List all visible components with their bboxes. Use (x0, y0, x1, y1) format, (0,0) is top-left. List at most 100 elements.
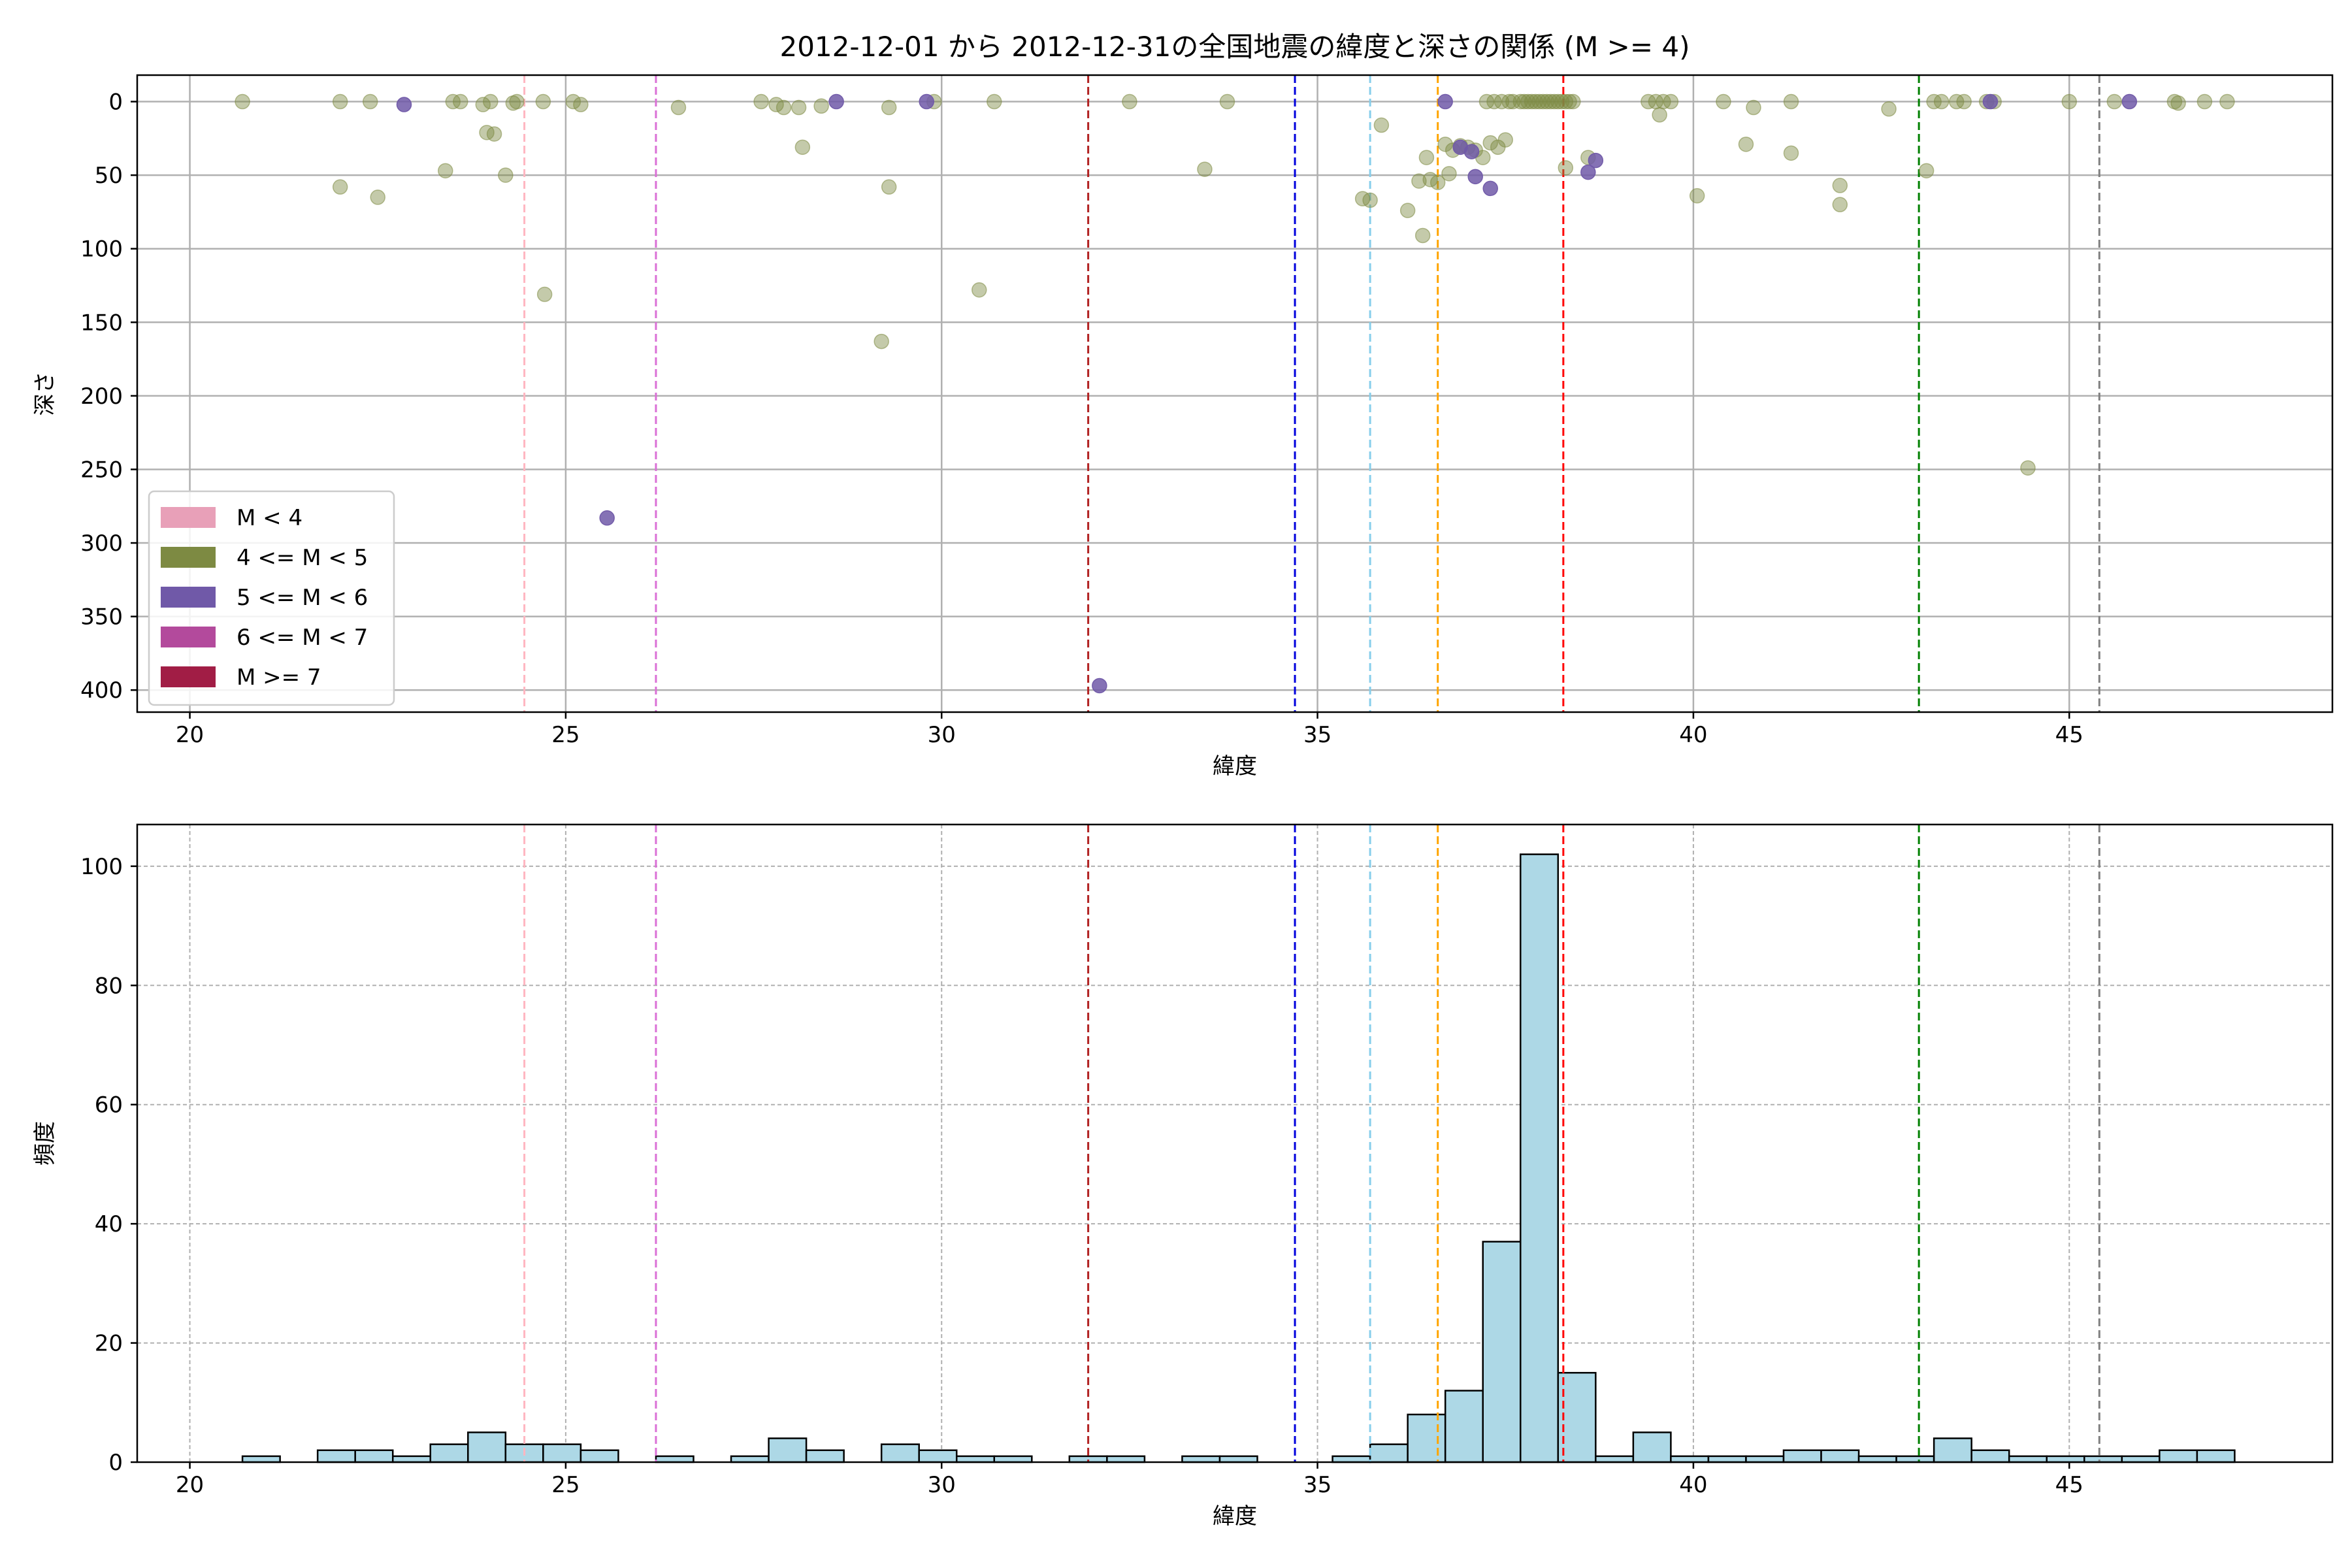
scatter-point (919, 93, 934, 110)
histogram-bar (993, 1455, 1033, 1463)
scatter-ytick-label: 400 (80, 678, 123, 704)
legend-swatch (161, 666, 216, 687)
scatter-point (438, 163, 453, 179)
scatter-xtick-label: 35 (1303, 722, 1331, 748)
scatter-point (1783, 93, 1799, 110)
scatter-point (1467, 169, 1483, 185)
scatter-point (1414, 227, 1431, 244)
scatter-point (1197, 161, 1213, 177)
scatter-point (2061, 93, 2078, 110)
scatter-point (1933, 93, 1950, 110)
hist-xtick-label: 20 (176, 1472, 204, 1498)
scatter-point (1399, 203, 1416, 218)
scatter-point (874, 333, 889, 350)
histogram-bar (1857, 1455, 1897, 1463)
histogram-bar (580, 1449, 619, 1463)
scatter-point (2020, 460, 2036, 476)
scatter-point (1482, 135, 1498, 151)
histogram-bar (768, 1437, 808, 1463)
histogram-bar (2008, 1455, 2048, 1463)
histogram-bar (918, 1449, 958, 1463)
scatter-point (1497, 132, 1513, 148)
scatter-point (1652, 107, 1667, 123)
histogram-bar (1595, 1455, 1635, 1463)
legend-swatch (161, 587, 216, 608)
scatter-point (1219, 93, 1235, 110)
histogram-bar (1933, 1437, 1972, 1463)
hist-ytick-label: 20 (95, 1331, 123, 1357)
histogram-bar (955, 1455, 996, 1463)
scatter-xtick-label: 45 (2055, 722, 2083, 748)
histogram-bar (316, 1449, 356, 1463)
histogram-bar (1707, 1455, 1747, 1463)
scatter-legend: M < 4 4 <= M < 5 5 <= M < 6 6 <= M < 7 M >= … (148, 490, 395, 706)
scatter-point (332, 93, 348, 110)
scatter-point (536, 286, 553, 302)
scatter-panel: 20 25 30 35 40 45 0 50 100 150 200 250 300 350 400 緯度 深さ… (32, 74, 2334, 779)
hist-frame (136, 823, 2334, 1463)
scatter-point (753, 93, 769, 110)
scatter-xtick-label: 40 (1679, 722, 1707, 748)
scatter-point (1092, 678, 1107, 694)
histogram-bar (467, 1431, 507, 1463)
scatter-point (1561, 93, 1577, 110)
scatter-yaxis-label: 深さ (32, 372, 58, 416)
hist-yaxis-label: 頻度 (32, 1121, 58, 1166)
scatter-point (1918, 163, 1935, 179)
histogram-bar (1632, 1431, 1672, 1463)
scatter-point (1501, 93, 1517, 110)
scatter-ytick-label: 300 (80, 531, 123, 557)
histogram-bar (1444, 1390, 1484, 1463)
scatter-point (670, 99, 687, 116)
scatter-point (235, 93, 250, 110)
scatter-point (1716, 93, 1731, 110)
legend-swatch (161, 507, 216, 528)
legend-frame (148, 490, 395, 706)
scatter-point (794, 139, 811, 155)
histogram-bar (1181, 1455, 1221, 1463)
histogram-bar (1331, 1455, 1371, 1463)
hist-xtick-label: 35 (1303, 1472, 1331, 1498)
scatter-point (509, 93, 525, 110)
scatter-xaxis-label: 緯度 (1213, 753, 1257, 779)
scatter-point (2219, 93, 2235, 110)
histogram-bar (1970, 1449, 2010, 1463)
scatter-ytick-label: 50 (95, 163, 123, 189)
scatter-xtick-label: 20 (176, 722, 204, 748)
chart-title: 2012-12-01 から 2012-12-31の全国地震の緯度と深さの関係 (… (779, 31, 1690, 63)
hist-xtick-label: 25 (551, 1472, 580, 1498)
histogram-bar (241, 1455, 281, 1463)
scatter-point (2121, 93, 2138, 110)
histogram-bar (1482, 1241, 1522, 1463)
hist-xaxis-label: 緯度 (1213, 1503, 1257, 1529)
scatter-point (881, 99, 897, 116)
histogram-bar (2046, 1455, 2085, 1463)
scatter-point (2106, 93, 2123, 110)
scatter-point (486, 126, 502, 142)
histogram-bar (2121, 1455, 2161, 1463)
histogram-bar (880, 1443, 920, 1463)
scatter-ytick-label: 200 (80, 384, 123, 410)
histogram-bar (2159, 1449, 2198, 1463)
scatter-point (791, 99, 807, 116)
scatter-point (1411, 173, 1427, 189)
legend-label: 5 <= M < 6 (237, 585, 368, 611)
histogram-bar (1106, 1455, 1146, 1463)
scatter-point (881, 179, 897, 195)
scatter-point (1832, 197, 1848, 212)
scatter-point (599, 510, 615, 526)
scatter-point (483, 93, 498, 110)
histogram-bar (730, 1455, 770, 1463)
scatter-point (370, 189, 385, 205)
scatter-point (1122, 93, 1137, 110)
scatter-ytick-label: 250 (80, 457, 123, 483)
scatter-point (1441, 166, 1457, 182)
histogram-bar (1218, 1455, 1258, 1463)
scatter-ytick-label: 150 (80, 310, 123, 336)
legend-swatch (161, 627, 216, 647)
hist-ytick-label: 80 (95, 973, 123, 999)
scatter-point (1689, 188, 1705, 204)
scatter-xtick-label: 30 (928, 722, 956, 748)
